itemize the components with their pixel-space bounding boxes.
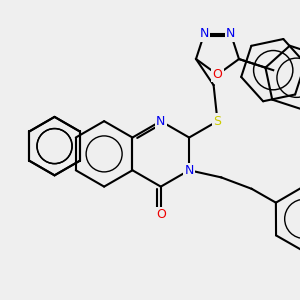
- Text: N: N: [226, 27, 236, 40]
- Text: O: O: [213, 68, 222, 81]
- Text: S: S: [214, 115, 221, 128]
- Text: N: N: [156, 115, 166, 128]
- Text: N: N: [184, 164, 194, 177]
- Text: O: O: [156, 208, 166, 221]
- Text: N: N: [200, 27, 209, 40]
